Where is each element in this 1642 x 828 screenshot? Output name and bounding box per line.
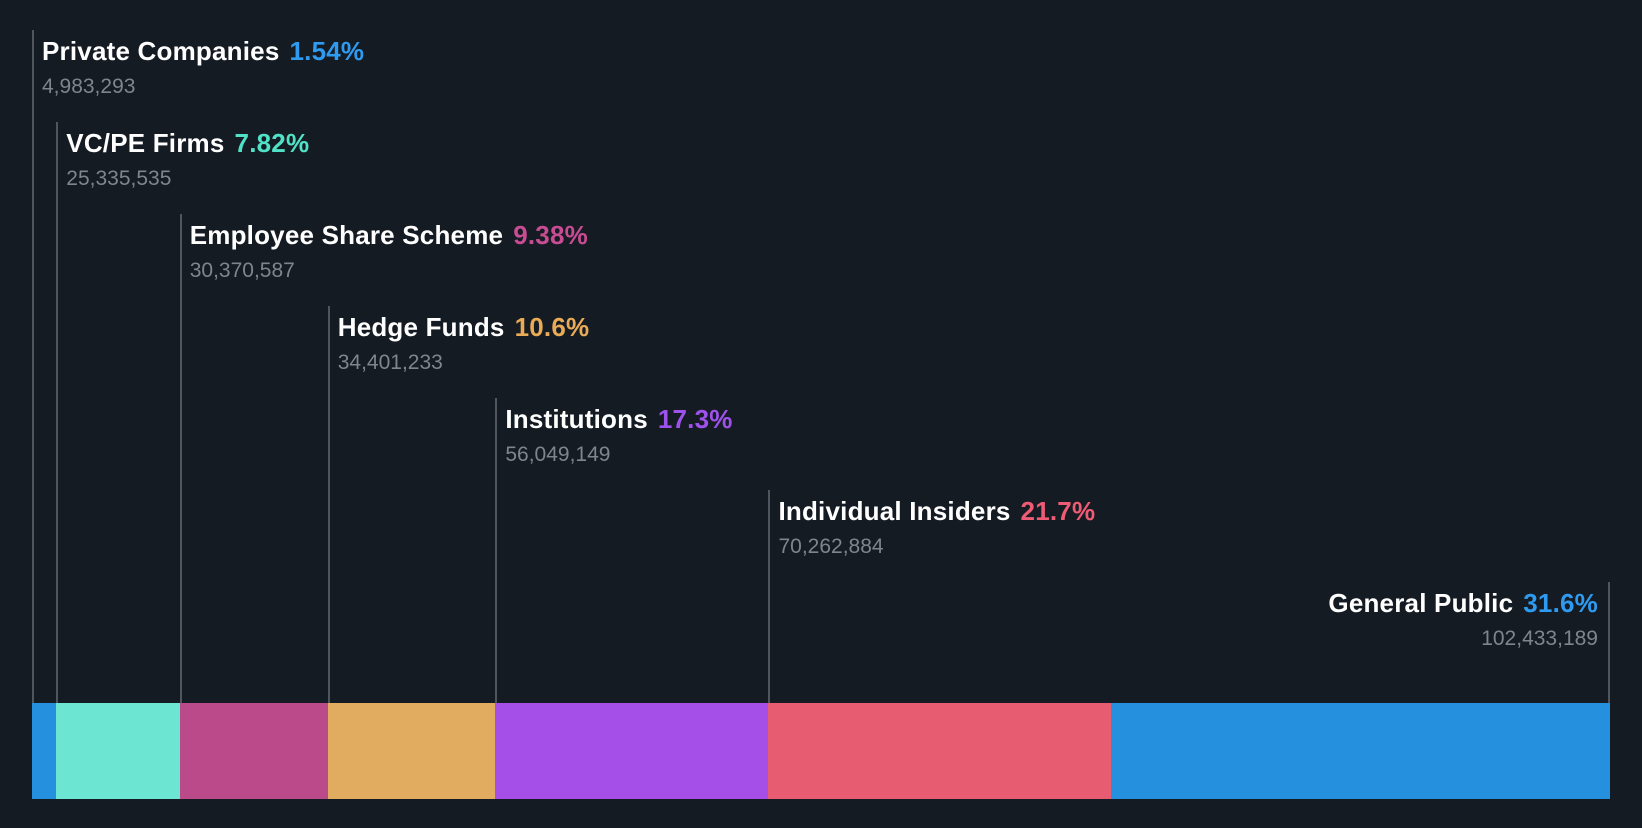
- connector-line-employee-share-scheme: [179, 214, 182, 703]
- connector-line-vc-pe-firms: [56, 122, 59, 703]
- owner-label-institutions: Institutions 17.3% 56,049,149: [505, 403, 732, 468]
- owner-percent: 21.7%: [1020, 496, 1096, 526]
- owner-label-individual-insiders: Individual Insiders 21.7% 70,262,884: [778, 495, 1095, 560]
- bar-segment-vc-pe-firms[interactable]: [56, 703, 180, 799]
- connector-line-general-public: [1608, 582, 1610, 703]
- bar-segment-hedge-funds[interactable]: [327, 703, 496, 799]
- owner-percent: 9.38%: [513, 220, 588, 250]
- owner-share-count: 30,370,587: [189, 259, 295, 282]
- owner-label-private-companies: Private Companies 1.54% 4,983,293: [42, 35, 364, 100]
- bar-segment-employee-share-scheme[interactable]: [179, 703, 328, 799]
- owner-name: Employee Share Scheme: [189, 220, 504, 250]
- owner-label-general-public: General Public 31.6% 102,433,189: [1328, 587, 1598, 652]
- owner-share-count: 34,401,233: [337, 351, 443, 374]
- owner-share-count: 56,049,149: [505, 443, 611, 466]
- owner-percent: 7.82%: [234, 128, 310, 158]
- owner-name: Individual Insiders: [778, 496, 1011, 526]
- owner-percent: 17.3%: [657, 404, 733, 434]
- owner-label-employee-share-scheme: Employee Share Scheme 9.38% 30,370,587: [190, 219, 588, 284]
- owner-share-count: 70,262,884: [778, 535, 884, 558]
- owner-share-count: 25,335,535: [66, 167, 172, 190]
- owner-name: Institutions: [505, 404, 648, 434]
- owner-name: General Public: [1328, 588, 1514, 618]
- owner-label-vc-pe-firms: VC/PE Firms 7.82% 25,335,535: [66, 127, 309, 192]
- connector-line-hedge-funds: [327, 306, 330, 703]
- owner-name: Hedge Funds: [337, 312, 505, 342]
- owner-percent: 1.54%: [289, 36, 365, 66]
- owner-name: Private Companies: [42, 36, 280, 66]
- owner-share-count: 102,433,189: [1481, 627, 1598, 650]
- owner-percent: 31.6%: [1523, 588, 1598, 618]
- bar-segment-private-companies[interactable]: [32, 703, 57, 799]
- connector-line-institutions: [495, 398, 498, 703]
- bar-segment-institutions[interactable]: [495, 703, 769, 799]
- bar-segment-general-public[interactable]: [1110, 703, 1610, 799]
- owner-percent: 10.6%: [514, 312, 590, 342]
- owner-share-count: 4,983,293: [42, 75, 136, 98]
- owner-name: VC/PE Firms: [66, 128, 225, 158]
- connector-line-private-companies: [32, 30, 34, 703]
- connector-line-individual-insiders: [768, 490, 771, 703]
- owner-label-hedge-funds: Hedge Funds 10.6% 34,401,233: [338, 311, 590, 376]
- bar-segment-individual-insiders[interactable]: [768, 703, 1111, 799]
